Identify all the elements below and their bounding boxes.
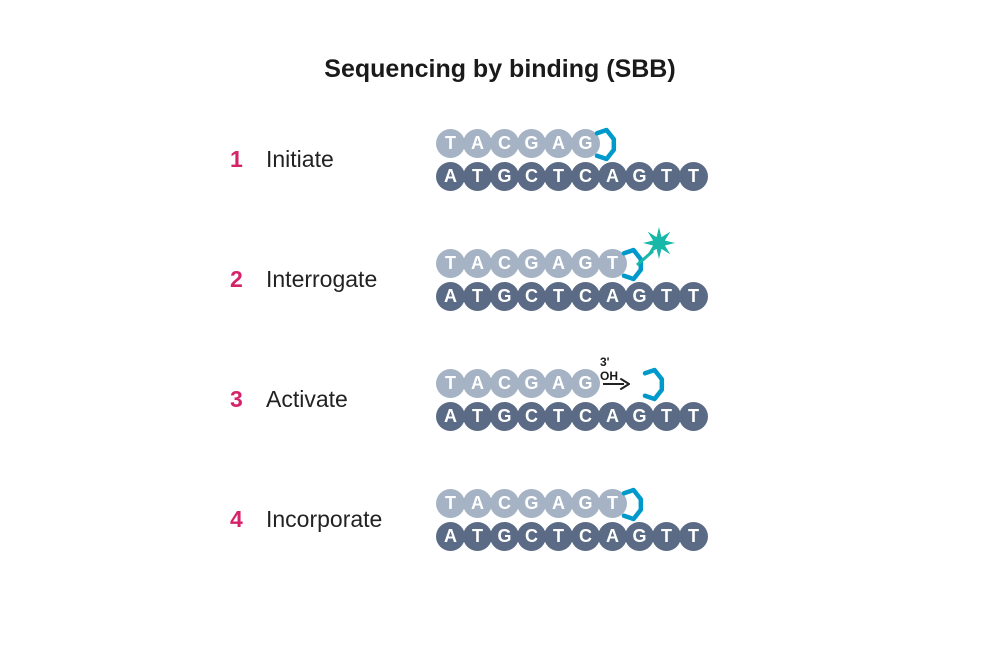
nucleotide-base: T — [544, 162, 573, 191]
nucleotide-base: T — [436, 369, 465, 398]
nucleotide-base: G — [490, 282, 519, 311]
polymerase-hex-icon — [642, 367, 665, 402]
step-number: 3 — [230, 386, 260, 413]
nucleotide-base: A — [544, 369, 573, 398]
nucleotide-base: A — [544, 489, 573, 518]
nucleotide-base: A — [598, 522, 627, 551]
polymerase-hex-icon — [594, 127, 617, 162]
nucleotide-base: C — [490, 249, 519, 278]
complementary-strand: TACGAGT — [436, 489, 625, 518]
template-strand: ATGCTCAGTT — [436, 522, 706, 551]
nucleotide-base: G — [625, 162, 654, 191]
nucleotide-base: A — [463, 249, 492, 278]
nucleotide-base: T — [463, 522, 492, 551]
nucleotide-base: C — [490, 129, 519, 158]
nucleotide-base: A — [463, 369, 492, 398]
nucleotide-base: T — [652, 162, 681, 191]
nucleotide-base: G — [625, 522, 654, 551]
nucleotide-base: G — [490, 522, 519, 551]
nucleotide-base: C — [517, 162, 546, 191]
step-label: Activate — [266, 386, 436, 413]
nucleotide-base: A — [544, 249, 573, 278]
nucleotide-base: T — [679, 282, 708, 311]
nucleotide-base: C — [517, 402, 546, 431]
nucleotide-base: A — [544, 129, 573, 158]
nucleotide-base: T — [544, 402, 573, 431]
nucleotide-base: G — [490, 402, 519, 431]
nucleotide-base: T — [436, 249, 465, 278]
nucleotide-base: C — [517, 282, 546, 311]
nucleotide-base: G — [571, 369, 600, 398]
nucleotide-base: T — [463, 282, 492, 311]
complementary-strand: TACGAG — [436, 129, 598, 158]
step-label: Initiate — [266, 146, 436, 173]
nucleotide-base: T — [463, 402, 492, 431]
nucleotide-base: C — [571, 522, 600, 551]
nucleotide-base: C — [571, 162, 600, 191]
nucleotide-base: G — [625, 402, 654, 431]
nucleotide-base: A — [436, 402, 465, 431]
step-number: 2 — [230, 266, 260, 293]
step-number: 4 — [230, 506, 260, 533]
nucleotide-base: T — [652, 282, 681, 311]
nucleotide-base: G — [517, 489, 546, 518]
template-strand: ATGCTCAGTT — [436, 162, 706, 191]
nucleotide-base: T — [436, 489, 465, 518]
nucleotide-base: A — [463, 129, 492, 158]
nucleotide-base: A — [463, 489, 492, 518]
nucleotide-base: A — [436, 162, 465, 191]
step-row: 2InterrogateTACGAGTATGCTCAGTT — [230, 244, 1000, 314]
nucleotide-base: G — [517, 249, 546, 278]
nucleotide-base: G — [571, 249, 600, 278]
steps-list: 1InitiateTACGAGATGCTCAGTT 2InterrogateTA… — [0, 124, 1000, 554]
step-row: 3ActivateTACGAGATGCTCAGTT 3' OH — [230, 364, 1000, 434]
nucleotide-base: T — [652, 522, 681, 551]
nucleotide-base: C — [490, 489, 519, 518]
diagram-container: Sequencing by binding (SBB) 1InitiateTAC… — [0, 0, 1000, 665]
template-strand: ATGCTCAGTT — [436, 282, 706, 311]
nucleotide-base: T — [436, 129, 465, 158]
nucleotide-base: A — [598, 402, 627, 431]
nucleotide-base: C — [517, 522, 546, 551]
nucleotide-base: T — [679, 162, 708, 191]
step-row: 4IncorporateTACGAGTATGCTCAGTT — [230, 484, 1000, 554]
nucleotide-base: T — [544, 282, 573, 311]
nucleotide-base: A — [598, 282, 627, 311]
nucleotide-base: A — [436, 522, 465, 551]
step-label: Interrogate — [266, 266, 436, 293]
nucleotide-base: T — [463, 162, 492, 191]
nucleotide-base: G — [625, 282, 654, 311]
nucleotide-base: T — [652, 402, 681, 431]
nucleotide-base: G — [571, 489, 600, 518]
nucleotide-base: G — [490, 162, 519, 191]
nucleotide-base: C — [490, 369, 519, 398]
nucleotide-base: T — [544, 522, 573, 551]
fluorophore-star-icon — [643, 227, 675, 259]
nucleotide-base: G — [517, 129, 546, 158]
step-label: Incorporate — [266, 506, 436, 533]
nucleotide-base: T — [679, 522, 708, 551]
step-row: 1InitiateTACGAGATGCTCAGTT — [230, 124, 1000, 194]
page-title: Sequencing by binding (SBB) — [0, 55, 1000, 84]
complementary-strand: TACGAGT — [436, 249, 625, 278]
nucleotide-base: G — [517, 369, 546, 398]
complementary-strand: TACGAG — [436, 369, 598, 398]
nucleotide-base: A — [598, 162, 627, 191]
template-strand: ATGCTCAGTT — [436, 402, 706, 431]
step-number: 1 — [230, 146, 260, 173]
nucleotide-base: A — [436, 282, 465, 311]
nucleotide-base: C — [571, 282, 600, 311]
nucleotide-base: T — [679, 402, 708, 431]
three-prime-oh-label: 3' OH — [600, 355, 618, 383]
polymerase-hex-icon — [621, 487, 644, 522]
nucleotide-base: C — [571, 402, 600, 431]
